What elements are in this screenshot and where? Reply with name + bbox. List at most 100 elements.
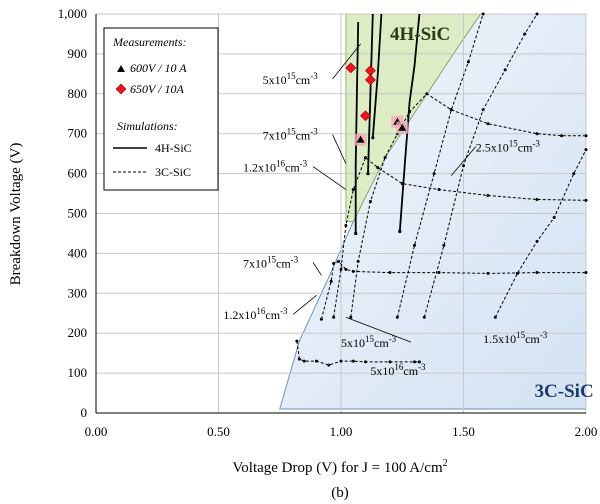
region-label-3c-sic: 3C-SiC <box>535 381 594 402</box>
series-3c-sic-point <box>332 315 336 319</box>
series-3c-sic-point <box>395 315 399 319</box>
series-layer <box>295 12 588 367</box>
annotation-pointer <box>345 316 412 343</box>
series-3c-sic-point <box>329 279 333 283</box>
annotation-pointer <box>332 43 361 80</box>
series-3c-sic-point <box>383 156 387 160</box>
series-3c-sic-point <box>481 12 485 16</box>
series-3c-sic-point <box>535 198 539 202</box>
series-3c-sic-point <box>486 271 490 275</box>
doping-annotation: 5x1015cm-3 <box>341 334 397 350</box>
series-3c-sic-point <box>388 271 392 275</box>
series-4h-sic-line <box>367 13 374 174</box>
figure-caption: (b) <box>331 485 349 501</box>
region-4h-sic <box>345 13 482 222</box>
series-3c-sic-point <box>388 360 392 364</box>
y-tick-label: 800 <box>68 86 88 101</box>
series-3c-sic-point <box>466 60 470 64</box>
x-tick-label: 0.50 <box>207 424 230 439</box>
x-tick-label: 0.00 <box>85 424 108 439</box>
measurement-600v-point <box>398 123 407 131</box>
series-3c-sic-point <box>584 198 588 202</box>
legend: Measurements: 600V / 10 A 650V / 10A Sim… <box>103 27 219 191</box>
series-3c-sic-point <box>535 12 539 16</box>
series-3c-sic-point <box>351 188 355 192</box>
doping-annotation: 2.5x1015cm-3 <box>476 139 541 155</box>
series-3c-sic-point <box>584 271 588 275</box>
measurement-650v-point <box>345 62 357 74</box>
series-3c-sic-point <box>462 164 465 168</box>
y-tick-label: 300 <box>68 285 88 300</box>
series-3c-sic-point <box>523 32 527 36</box>
series-4h-sic-point <box>398 229 402 234</box>
legend-600v-label: 600V / 10 A <box>130 61 187 75</box>
annotation-pointer <box>293 294 317 315</box>
series-3c-sic-point <box>339 267 343 271</box>
series-3c-sic-point <box>584 148 588 152</box>
series-3c-sic-point <box>535 239 539 243</box>
series-3c-sic-point <box>432 172 436 176</box>
series-3c-sic-point <box>535 271 539 275</box>
series-3c-sic-point <box>417 360 421 364</box>
legend-box <box>103 27 219 191</box>
series-3c-sic-point <box>584 134 588 138</box>
annotations-layer: 5x1015cm-3 7x1015cm-3 1.2x1016cm-3 2.5x1015… <box>223 43 548 378</box>
annotation-pointer <box>312 262 322 276</box>
series-3c-sic-point <box>437 188 441 192</box>
series-3c-sic-point <box>422 315 426 319</box>
y-tick-label: 200 <box>68 325 88 340</box>
y-tick-label: 1,000 <box>58 6 87 21</box>
y-tick-label: 400 <box>68 245 88 260</box>
series-3c-sic-point <box>486 194 490 198</box>
x-tick-label: 2.00 <box>575 424 598 439</box>
y-tick-label: 900 <box>68 46 88 61</box>
series-3c-sic-point <box>481 108 485 112</box>
series-3c-sic-point <box>319 317 323 321</box>
series-3c-sic-line <box>396 13 484 318</box>
series-3c-sic-point <box>552 215 556 219</box>
annotation-pointer <box>450 146 477 176</box>
legend-sim-dashed-label: 3C-SiC <box>155 165 191 179</box>
y-axis-title: Breakdown Voltage (V) <box>8 143 24 286</box>
doping-annotation: 7x1015cm-3 <box>243 254 299 270</box>
series-3c-sic-point <box>560 134 563 138</box>
measurement-650v-point <box>360 110 371 122</box>
series-3c-sic-point <box>332 261 336 265</box>
x-axis-title: Voltage Drop (V) for J = 100 A/cm2 <box>232 458 447 476</box>
series-3c-sic-point <box>413 243 416 247</box>
series-3c-sic-line <box>333 156 587 318</box>
annotation-pointer <box>332 134 347 164</box>
markers-layer <box>345 62 409 146</box>
series-3c-sic-point <box>413 360 416 364</box>
doping-annotation: 1.5x1015cm-3 <box>483 330 548 346</box>
doping-annotation: 5x1016cm-3 <box>370 362 426 378</box>
measurement-600v-point <box>356 135 365 143</box>
y-tick-label: 0 <box>81 405 88 420</box>
series-4h-sic-line <box>354 21 360 234</box>
series-3c-sic-point <box>535 132 539 136</box>
axes-layer: 0.00 0.50 1.00 1.50 2.00 0 100 200 300 400 500 600 7… <box>58 6 598 439</box>
series-3c-sic-point <box>337 259 341 263</box>
series-3c-sic-point <box>349 315 353 319</box>
series-3c-sic-line <box>494 149 587 318</box>
measurement-650v-point <box>364 74 376 86</box>
y-tick-label: 100 <box>68 365 88 380</box>
y-tick-label: 700 <box>68 126 88 141</box>
doping-annotation: 7x1015cm-3 <box>263 127 319 143</box>
series-3c-sic-point <box>425 92 429 96</box>
legend-measurements-title: Measurements: <box>112 35 187 49</box>
series-4h-sic-line <box>398 13 421 232</box>
series-3c-sic-point <box>442 243 446 247</box>
series-3c-sic-point <box>297 357 301 361</box>
x-tick-label: 1.00 <box>330 424 353 439</box>
series-3c-sic-point <box>364 360 367 364</box>
doping-annotation: 1.2x1016cm-3 <box>243 159 308 175</box>
y-tick-label: 500 <box>68 206 88 221</box>
legend-600v-marker <box>117 65 125 72</box>
series-4h-sic-point <box>354 231 358 236</box>
series-4h-sic-point <box>371 136 375 140</box>
series-3c-sic-point <box>437 271 441 275</box>
doping-annotation: 1.2x1016cm-3 <box>223 306 288 322</box>
series-3c-sic-point <box>351 269 355 273</box>
